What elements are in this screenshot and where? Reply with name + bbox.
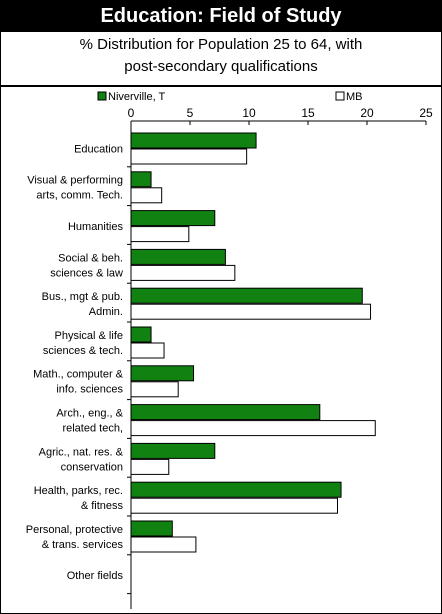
bar-mb xyxy=(130,187,163,204)
x-tick-label: 20 xyxy=(360,106,374,120)
x-tick-label: 0 xyxy=(128,106,135,120)
bar-mb xyxy=(130,381,179,398)
bar-niverville xyxy=(130,365,195,382)
bar-mb xyxy=(130,264,236,281)
bar-niverville xyxy=(130,210,216,227)
category-label: Math., computer & info. sciences xyxy=(33,369,124,396)
x-tick-label: 10 xyxy=(242,106,256,120)
bar-mb xyxy=(130,226,190,243)
bar-niverville xyxy=(130,442,216,459)
bar-mb xyxy=(130,342,165,359)
bar-niverville xyxy=(130,171,152,188)
bar-mb xyxy=(130,303,372,320)
bar-niverville xyxy=(130,481,342,498)
category-label: Bus., mgt & pub. Admin. xyxy=(42,291,123,318)
subtitle-line-1: % Distribution for Population 25 to 64, … xyxy=(79,36,363,53)
bar-niverville xyxy=(130,248,226,265)
legend-niverville-label: Niverville, T xyxy=(108,91,166,103)
category-label: Education xyxy=(74,143,123,155)
x-tick-label: 25 xyxy=(419,106,433,120)
category-label: Personal, protective & trans. services xyxy=(26,524,124,551)
legend-mb-label: MB xyxy=(346,91,363,103)
category-label: Humanities xyxy=(68,221,124,233)
bar-mb xyxy=(130,458,170,475)
category-label: Visual & performing arts, comm. Tech. xyxy=(27,175,123,202)
bar-niverville xyxy=(130,404,321,421)
bar-niverville xyxy=(130,132,257,149)
bar-niverville xyxy=(130,326,152,343)
bar-mb xyxy=(130,497,338,514)
bar-niverville xyxy=(130,520,173,537)
bar-mb xyxy=(130,420,376,437)
category-label: Agric., nat. res. & conservation xyxy=(39,446,124,473)
bar-mb xyxy=(130,148,248,165)
bar-niverville xyxy=(130,287,363,304)
category-label: Other fields xyxy=(67,570,124,582)
category-label: Social & beh. sciences & law xyxy=(50,252,123,279)
chart-title: Education: Field of Study xyxy=(1,1,441,32)
bar-mb xyxy=(130,536,197,553)
legend-niverville-swatch xyxy=(97,91,107,101)
category-label: Health, parks, rec. & fitness xyxy=(34,485,124,512)
subtitle-line-2: post-secondary qualifications xyxy=(124,58,318,75)
bar-chart: Niverville, T MB 0 5 10 15 20 25 Education Visual… xyxy=(26,91,433,609)
subtitle-divider xyxy=(1,85,441,87)
category-label: Arch., eng., & related tech, xyxy=(56,408,123,435)
category-label: Physical & life sciences & tech. xyxy=(43,330,123,357)
chart-subtitle: % Distribution for Population 25 to 64, … xyxy=(1,34,441,78)
x-tick-label: 15 xyxy=(301,106,315,120)
legend-mb-swatch xyxy=(335,91,345,101)
x-tick-label: 5 xyxy=(187,106,194,120)
